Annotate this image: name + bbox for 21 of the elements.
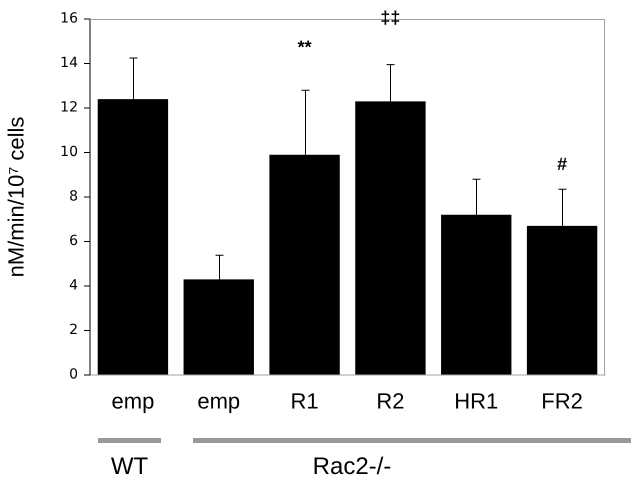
annotation: # (557, 154, 568, 174)
y-tick-label: 14 (60, 55, 78, 72)
y-tick-label: 16 (60, 10, 78, 27)
annotation: ** (298, 37, 312, 58)
x-tick-label: HR1 (454, 388, 498, 414)
y-tick-label: 4 (69, 278, 78, 294)
y-tick-label: 10 (60, 144, 78, 160)
x-tick-label: R2 (376, 388, 404, 414)
y-tick-label: 2 (69, 322, 78, 338)
text: WT (110, 452, 150, 482)
y-axis-title: nM/min/10⁷ cells (3, 116, 28, 278)
x-tick-label: R1 (290, 388, 319, 414)
x-tick-label: FR2 (541, 388, 583, 414)
y-tick-label: 8 (69, 188, 78, 205)
x-tick-label: emp (197, 388, 240, 414)
annotation: ‡‡ (380, 8, 400, 28)
y-tick-label: 6 (69, 233, 78, 250)
x-tick-label: emp (112, 388, 154, 414)
y-tick-label: 0 (69, 366, 78, 383)
text: Rac2-/- (312, 452, 392, 482)
y-tick-label: 12 (60, 100, 78, 116)
